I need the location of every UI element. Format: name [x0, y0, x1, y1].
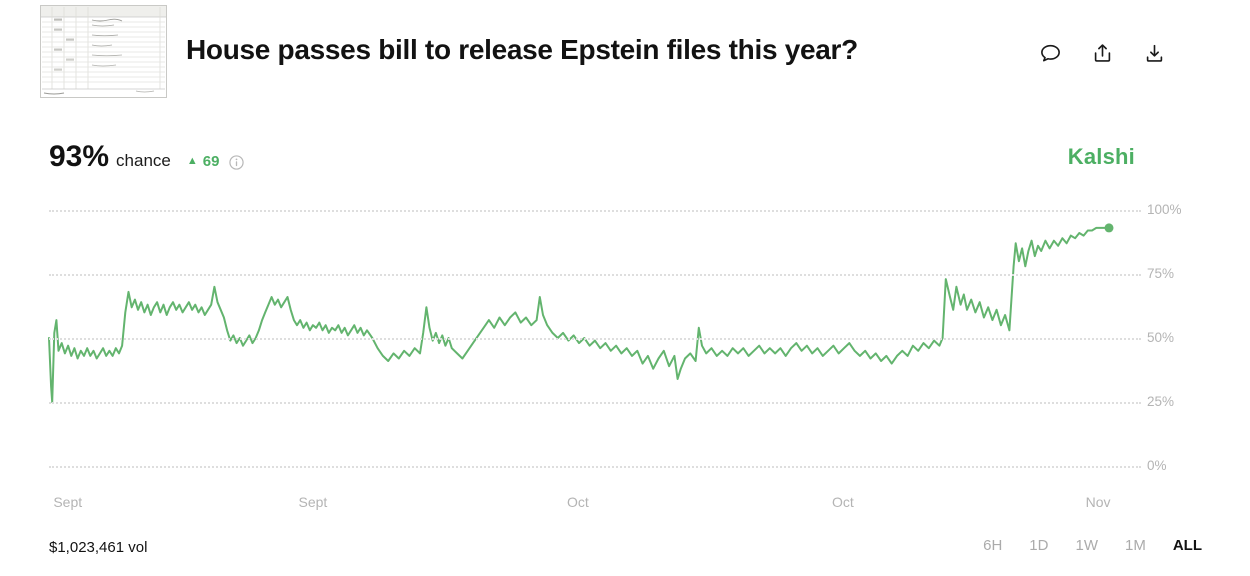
- range-button-1w[interactable]: 1W: [1075, 537, 1098, 554]
- x-axis-label-2: Oct: [566, 494, 589, 510]
- range-button-1m[interactable]: 1M: [1124, 537, 1146, 554]
- market-thumbnail: [40, 5, 167, 98]
- info-button[interactable]: [229, 154, 245, 170]
- delta-value: 69: [202, 152, 220, 170]
- download-button[interactable]: [1143, 42, 1166, 65]
- range-button-all[interactable]: ALL: [1172, 537, 1202, 554]
- x-axis-label-4: Nov: [1085, 494, 1111, 510]
- download-arrow-icon: [1146, 44, 1163, 62]
- y-axis-label-0: 0%: [1147, 458, 1167, 474]
- x-axis-label-1: Sept: [298, 494, 328, 510]
- header-actions: [1039, 42, 1166, 65]
- gridline-0: [49, 466, 1141, 468]
- share-button[interactable]: [1091, 42, 1114, 65]
- chart-line: [48, 223, 1114, 403]
- gridline-75: [49, 274, 1141, 276]
- gridline-100: [49, 210, 1141, 212]
- gridline-25: [49, 402, 1141, 404]
- comment-button[interactable]: [1039, 42, 1062, 65]
- y-axis-label-100: 100%: [1147, 202, 1182, 218]
- gridline-50: [49, 338, 1141, 340]
- range-button-6h[interactable]: 6H: [983, 537, 1003, 554]
- range-button-1d[interactable]: 1D: [1029, 537, 1049, 554]
- market-title: House passes bill to release Epstein fil…: [186, 34, 858, 65]
- y-axis-label-25: 25%: [1147, 394, 1175, 410]
- up-triangle-icon: ▲: [186, 155, 198, 167]
- speech-bubble-icon: [1041, 44, 1060, 62]
- y-axis-label-75: 75%: [1147, 266, 1175, 282]
- time-range-selector: 6H 1D 1W 1M ALL: [983, 535, 1202, 556]
- delta-badge: ▲ 69: [187, 153, 220, 170]
- y-axis: 0% 25% 50% 75% 100%: [1147, 202, 1202, 473]
- volume-label: $1,023,461 vol: [49, 539, 148, 556]
- flight-log-document-image: [40, 5, 167, 98]
- info-circle-icon: [229, 154, 245, 170]
- chance-label: chance: [116, 151, 171, 170]
- x-axis-label-0: Sept: [53, 494, 83, 510]
- price-chart: [48, 210, 1141, 468]
- y-axis-label-50: 50%: [1147, 330, 1175, 346]
- kalshi-logo[interactable]: Kalshi: [1067, 144, 1135, 169]
- current-price-dot: [1104, 223, 1114, 233]
- market-stats: 93% chance ▲ 69: [49, 140, 245, 174]
- x-axis: Sept Sept Oct Oct Nov: [49, 494, 1135, 512]
- x-axis-label-3: Oct: [831, 494, 854, 510]
- chance-value: 93%: [49, 140, 110, 173]
- share-up-arrow-icon: [1094, 44, 1111, 62]
